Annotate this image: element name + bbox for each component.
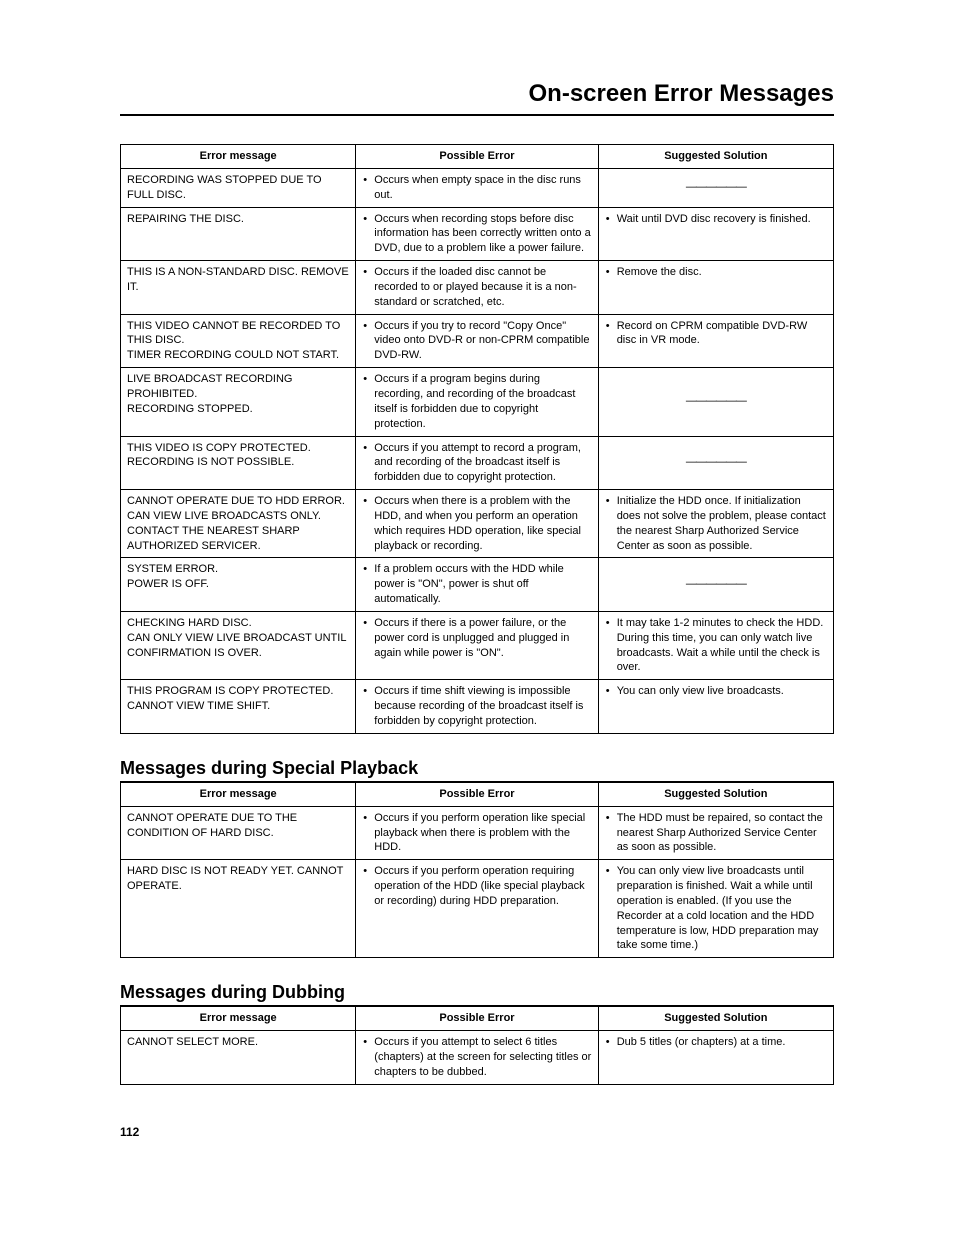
error-table: Error messagePossible ErrorSuggested Sol…: [120, 144, 834, 734]
error-table: Error messagePossible ErrorSuggested Sol…: [120, 1006, 834, 1084]
page-number: 112: [120, 1125, 834, 1139]
solution-cell: Initialize the HDD once. If initializati…: [598, 490, 833, 558]
error-message-cell: CHECKING HARD DISC.CAN ONLY VIEW LIVE BR…: [121, 611, 356, 679]
table-header: Suggested Solution: [598, 1007, 833, 1031]
error-message-cell: SYSTEM ERROR.POWER IS OFF.: [121, 558, 356, 612]
possible-error-cell: Occurs if you perform operation like spe…: [356, 806, 598, 860]
possible-error-cell: Occurs when recording stops before disc …: [356, 207, 598, 261]
solution-cell: Dub 5 titles (or chapters) at a time.: [598, 1031, 833, 1085]
section-title: Messages during Dubbing: [120, 982, 834, 1006]
solution-cell: ——————: [598, 436, 833, 490]
table-row: CHECKING HARD DISC.CAN ONLY VIEW LIVE BR…: [121, 611, 834, 679]
possible-error-cell: Occurs if the loaded disc cannot be reco…: [356, 261, 598, 315]
error-message-cell: LIVE BROADCAST RECORDING PROHIBITED.RECO…: [121, 368, 356, 436]
table-header: Possible Error: [356, 145, 598, 169]
section-title: Messages during Special Playback: [120, 758, 834, 782]
error-message-cell: CANNOT OPERATE DUE TO THE CONDITION OF H…: [121, 806, 356, 860]
error-message-cell: THIS IS A NON-STANDARD DISC. REMOVE IT.: [121, 261, 356, 315]
error-table: Error messagePossible ErrorSuggested Sol…: [120, 782, 834, 958]
table-header: Possible Error: [356, 1007, 598, 1031]
possible-error-cell: Occurs when empty space in the disc runs…: [356, 168, 598, 207]
table-header: Possible Error: [356, 782, 598, 806]
table-row: THIS VIDEO IS COPY PROTECTED. RECORDING …: [121, 436, 834, 490]
solution-cell: Record on CPRM compatible DVD-RW disc in…: [598, 314, 833, 368]
solution-cell: It may take 1-2 minutes to check the HDD…: [598, 611, 833, 679]
table-header: Suggested Solution: [598, 145, 833, 169]
possible-error-cell: Occurs if a program begins during record…: [356, 368, 598, 436]
possible-error-cell: Occurs if you try to record "Copy Once" …: [356, 314, 598, 368]
table-header: Error message: [121, 1007, 356, 1031]
table-row: THIS PROGRAM IS COPY PROTECTED.CANNOT VI…: [121, 680, 834, 734]
table-row: REPAIRING THE DISC.Occurs when recording…: [121, 207, 834, 261]
error-message-cell: HARD DISC IS NOT READY YET. CANNOT OPERA…: [121, 860, 356, 958]
error-message-cell: CANNOT SELECT MORE.: [121, 1031, 356, 1085]
error-message-cell: CANNOT OPERATE DUE TO HDD ERROR.CAN VIEW…: [121, 490, 356, 558]
possible-error-cell: Occurs if you perform operation requirin…: [356, 860, 598, 958]
solution-cell: Remove the disc.: [598, 261, 833, 315]
table-row: THIS IS A NON-STANDARD DISC. REMOVE IT.O…: [121, 261, 834, 315]
table-row: CANNOT OPERATE DUE TO HDD ERROR.CAN VIEW…: [121, 490, 834, 558]
error-message-cell: RECORDING WAS STOPPED DUE TO FULL DISC.: [121, 168, 356, 207]
solution-cell: ——————: [598, 558, 833, 612]
table-header: Suggested Solution: [598, 782, 833, 806]
table-row: CANNOT OPERATE DUE TO THE CONDITION OF H…: [121, 806, 834, 860]
table-row: HARD DISC IS NOT READY YET. CANNOT OPERA…: [121, 860, 834, 958]
possible-error-cell: Occurs if you attempt to select 6 titles…: [356, 1031, 598, 1085]
table-row: CANNOT SELECT MORE.Occurs if you attempt…: [121, 1031, 834, 1085]
table-row: THIS VIDEO CANNOT BE RECORDED TO THIS DI…: [121, 314, 834, 368]
solution-cell: ——————: [598, 368, 833, 436]
solution-cell: You can only view live broadcasts.: [598, 680, 833, 734]
error-message-cell: THIS VIDEO IS COPY PROTECTED. RECORDING …: [121, 436, 356, 490]
error-message-cell: REPAIRING THE DISC.: [121, 207, 356, 261]
solution-cell: The HDD must be repaired, so contact the…: [598, 806, 833, 860]
manual-page: On-screen Error Messages Error messagePo…: [0, 0, 954, 1179]
error-message-cell: THIS VIDEO CANNOT BE RECORDED TO THIS DI…: [121, 314, 356, 368]
sections-container: Error messagePossible ErrorSuggested Sol…: [120, 144, 834, 1085]
page-title: On-screen Error Messages: [120, 80, 834, 116]
possible-error-cell: Occurs when there is a problem with the …: [356, 490, 598, 558]
possible-error-cell: Occurs if time shift viewing is impossib…: [356, 680, 598, 734]
table-header: Error message: [121, 145, 356, 169]
table-header: Error message: [121, 782, 356, 806]
solution-cell: You can only view live broadcasts until …: [598, 860, 833, 958]
possible-error-cell: Occurs if there is a power failure, or t…: [356, 611, 598, 679]
solution-cell: ——————: [598, 168, 833, 207]
table-row: RECORDING WAS STOPPED DUE TO FULL DISC.O…: [121, 168, 834, 207]
solution-cell: Wait until DVD disc recovery is finished…: [598, 207, 833, 261]
possible-error-cell: Occurs if you attempt to record a progra…: [356, 436, 598, 490]
possible-error-cell: If a problem occurs with the HDD while p…: [356, 558, 598, 612]
table-row: LIVE BROADCAST RECORDING PROHIBITED.RECO…: [121, 368, 834, 436]
table-row: SYSTEM ERROR.POWER IS OFF.If a problem o…: [121, 558, 834, 612]
error-message-cell: THIS PROGRAM IS COPY PROTECTED.CANNOT VI…: [121, 680, 356, 734]
